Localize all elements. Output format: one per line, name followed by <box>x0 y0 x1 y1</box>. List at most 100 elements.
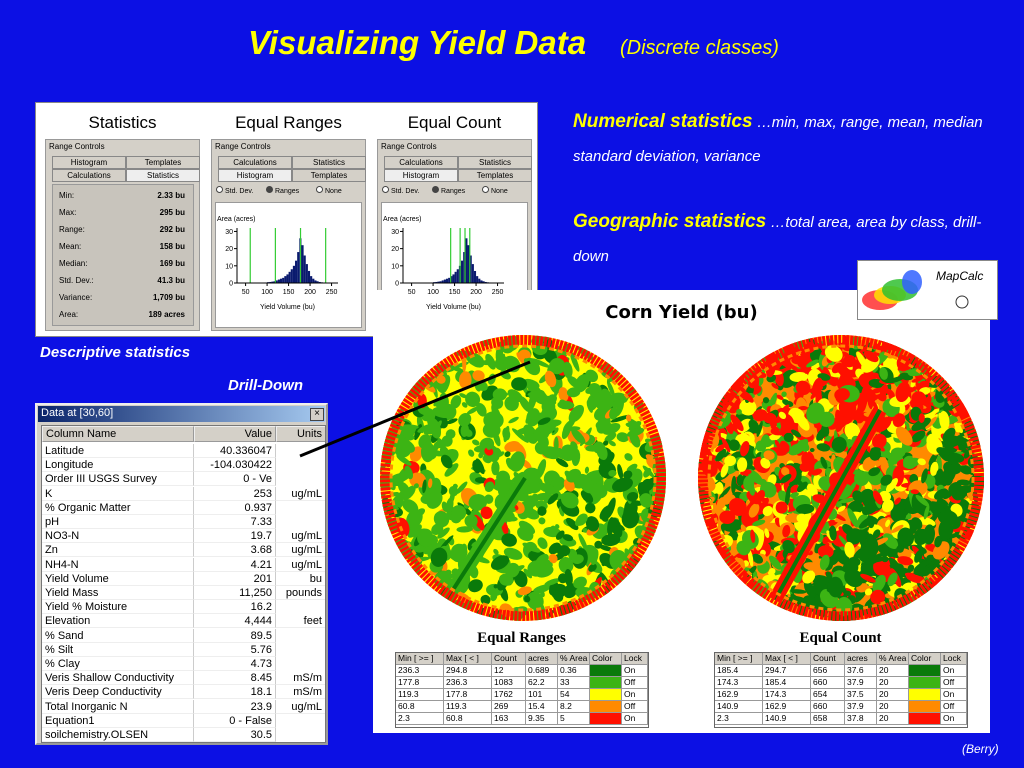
data-cell: 3.68 <box>194 543 276 558</box>
data-cell: Total Inorganic N <box>42 699 194 714</box>
stats-list: Min: 2.33 bu Max: 295 bu Range: 292 bu Mean: 15… <box>52 184 194 326</box>
table-header: Color <box>590 653 622 665</box>
stat-label: Range: <box>59 225 85 234</box>
color-swatch <box>909 665 941 677</box>
table-cell: 174.3 <box>763 689 811 701</box>
class-table: Min [ >= ] Max [ < ] Count acres% Area Color… <box>714 652 968 728</box>
data-cell: 11,250 <box>194 586 276 600</box>
stat-label: Max: <box>59 208 77 217</box>
data-cell: 4.21 <box>194 557 276 572</box>
data-cell: % Silt <box>42 642 194 657</box>
table-header: Count <box>492 653 526 665</box>
radio-label: Std. Dev. <box>391 188 420 195</box>
radio[interactable]: Std. Dev. <box>382 186 432 195</box>
tab[interactable]: Statistics <box>126 169 200 182</box>
table-cell: 37.8 <box>845 713 877 725</box>
color-swatch <box>590 677 622 689</box>
table-header: % Area <box>877 653 909 665</box>
close-button[interactable]: × <box>310 408 324 421</box>
tab[interactable]: Templates <box>292 169 366 182</box>
table-cell: Off <box>622 677 648 689</box>
tab[interactable]: Templates <box>126 156 200 169</box>
radio[interactable]: None <box>316 186 366 195</box>
table-cell: 37.6 <box>845 665 877 677</box>
table-header: Count <box>811 653 845 665</box>
column-header: Value <box>194 426 276 442</box>
data-cell: bu <box>276 572 325 586</box>
table-cell: 1083 <box>492 677 526 689</box>
caption: Descriptive statistics <box>40 344 191 361</box>
table-cell: 37.5 <box>845 689 877 701</box>
caption: Drill-Down <box>228 377 303 394</box>
data-cell: Yield Mass <box>42 586 194 600</box>
radio[interactable]: Ranges <box>432 186 482 195</box>
window-title: Data at [30,60] <box>41 407 114 419</box>
table-cell: 656 <box>811 665 845 677</box>
table-cell: 185.4 <box>763 677 811 689</box>
data-cell: NH4-N <box>42 557 194 572</box>
table-cell: Off <box>622 701 648 713</box>
table-header: Color <box>909 653 941 665</box>
table-cell: 294.8 <box>444 665 492 677</box>
tab[interactable]: Histogram <box>218 169 292 182</box>
class-table: Min [ >= ] Max [ < ] Count acres% Area Color… <box>395 652 649 728</box>
panel-title: Equal Ranges <box>235 113 342 132</box>
data-cell: 0 - False <box>194 713 276 728</box>
data-cell: 23.9 <box>194 699 276 714</box>
bullet-heading: Geographic statistics <box>573 211 767 232</box>
data-cell: 8.45 <box>194 671 276 686</box>
table-cell: 140.9 <box>715 701 763 713</box>
radio-label: Ranges <box>275 188 300 195</box>
tab[interactable]: Calculations <box>384 156 458 169</box>
table-cell: 12 <box>492 665 526 677</box>
logo: MapCalc <box>857 260 998 320</box>
data-cell: Veris Shallow Conductivity <box>42 671 194 686</box>
radio[interactable]: Std. Dev. <box>216 186 266 195</box>
table-cell: On <box>622 665 648 677</box>
tab[interactable]: Statistics <box>458 156 532 169</box>
data-cell: mS/m <box>276 671 325 686</box>
data-cell: Yield % Moisture <box>42 600 194 615</box>
tab[interactable]: Statistics <box>292 156 366 169</box>
data-cell: 7.33 <box>194 515 276 529</box>
radio[interactable]: None <box>482 186 532 195</box>
tab[interactable]: Histogram <box>52 156 126 169</box>
table-header: Max [ < ] <box>763 653 811 665</box>
tab[interactable]: Calculations <box>218 156 292 169</box>
table-cell: On <box>941 689 967 701</box>
table-cell: 8.2 <box>558 701 590 713</box>
column-header: Units <box>276 426 325 442</box>
credit: (Berry) <box>962 742 999 756</box>
table-cell: 2.3 <box>715 713 763 725</box>
tab[interactable]: Calculations <box>52 169 126 182</box>
table-cell: 20 <box>877 701 909 713</box>
tab[interactable]: Histogram <box>384 169 458 182</box>
title-bar: Data at [30,60] × <box>38 406 325 422</box>
data-cell: soilchemistry.OLSEN <box>42 728 194 742</box>
tab[interactable]: Templates <box>458 169 532 182</box>
table-cell: 37.9 <box>845 701 877 713</box>
data-cell: Yield Volume <box>42 571 194 586</box>
data-cell: % Sand <box>42 628 194 643</box>
data-cell: % Clay <box>42 657 194 671</box>
radio-label: Std. Dev. <box>225 188 254 195</box>
range-controls-label: Range Controls <box>381 142 437 151</box>
stat-label: Min: <box>59 191 75 200</box>
table-cell: 119.3 <box>396 689 444 701</box>
table-cell: 54 <box>558 689 590 701</box>
radio[interactable]: Ranges <box>266 186 316 195</box>
table-cell: 660 <box>811 701 845 713</box>
table-header: Min [ >= ] <box>715 653 763 665</box>
stat-value: 1,709 bu <box>152 293 185 302</box>
table-cell: On <box>622 713 648 725</box>
stat-value: 158 bu <box>159 242 185 251</box>
stat-value: 189 acres <box>148 310 185 319</box>
table-cell: 33 <box>558 677 590 689</box>
radio-dot <box>266 186 273 193</box>
table-cell: 0.36 <box>558 665 590 677</box>
bullet-heading: Numerical statistics <box>573 111 753 132</box>
data-cell: 4,444 <box>194 614 276 629</box>
color-swatch <box>909 677 941 689</box>
table-cell: 20 <box>877 677 909 689</box>
map-name: Equal Count <box>799 630 882 646</box>
